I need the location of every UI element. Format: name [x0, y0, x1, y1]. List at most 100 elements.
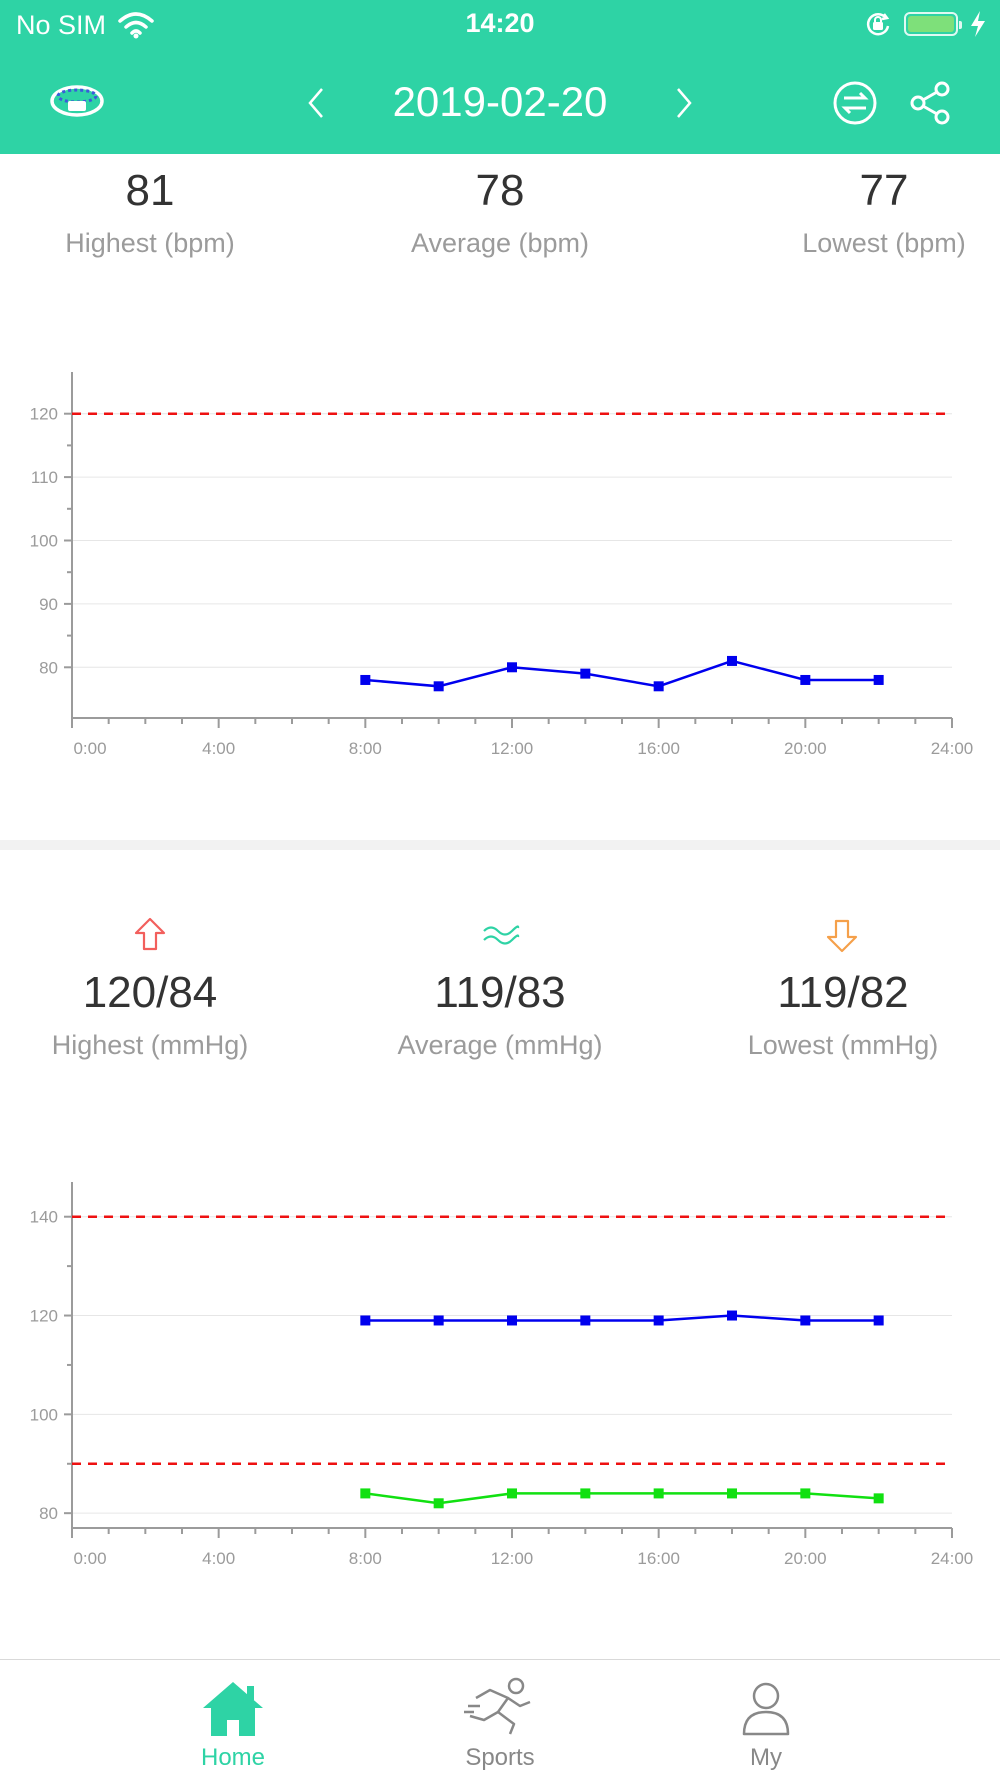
section-divider — [0, 840, 1000, 850]
status-bar-left: No SIM — [16, 8, 154, 42]
band-device-button[interactable] — [46, 76, 108, 126]
tab-home-label: Home — [200, 1744, 266, 1771]
charging-bolt-icon — [971, 11, 985, 37]
hr-x-tick-label: 20:00 — [784, 739, 827, 758]
home-icon — [203, 1682, 263, 1736]
bp-x-tick-label: 20:00 — [784, 1549, 827, 1568]
hr-data-point — [580, 668, 591, 679]
hr-average-value: 78 — [475, 166, 525, 215]
hr-x-tick-label: 0:00 — [73, 739, 106, 758]
status-bar-right — [852, 10, 986, 38]
bp-data-point — [727, 1310, 737, 1321]
bp-x-tick-label: 8:00 — [349, 1549, 382, 1568]
bp-data-point — [727, 1488, 737, 1499]
bp-data-point — [433, 1315, 444, 1326]
status-time: 14:20 — [465, 8, 535, 38]
bp-x-tick-label: 0:00 — [73, 1549, 106, 1568]
bp-data-point — [580, 1315, 591, 1326]
bp-data-point — [653, 1488, 664, 1499]
wifi-icon — [118, 12, 154, 39]
tab-my[interactable]: My — [666, 1660, 866, 1779]
arrow-up-icon — [134, 917, 166, 951]
hr-y-tick-label: 110 — [31, 468, 58, 487]
hr-x-tick-label: 12:00 — [491, 739, 534, 758]
hr-highest-value: 81 — [125, 166, 175, 215]
selected-date[interactable]: 2019-02-20 — [392, 78, 608, 125]
battery-icon — [904, 12, 962, 36]
chevron-right-icon — [677, 88, 692, 118]
hr-x-tick-label: 4:00 — [202, 739, 235, 758]
bp-data-point — [800, 1488, 811, 1499]
bottom-tab-bar: Home Sports My — [0, 1659, 1000, 1779]
bp-data-point — [507, 1488, 517, 1499]
hr-average-label: Average (bpm) — [410, 228, 590, 258]
hr-average-stat: 78 Average (bpm) — [350, 166, 650, 259]
person-icon — [742, 1682, 790, 1736]
bp-average-value: 119/83 — [434, 968, 566, 1017]
bp-lowest-label: Lowest (mmHg) — [747, 1030, 939, 1060]
hr-data-point — [873, 674, 884, 685]
hr-data-point — [360, 674, 371, 685]
hr-lowest-stat: 77 Lowest (bpm) — [734, 166, 1000, 259]
previous-date-button[interactable] — [296, 78, 336, 128]
rotation-lock-icon — [866, 13, 890, 36]
chevron-left-icon — [308, 88, 323, 118]
bp-x-tick-label: 16:00 — [637, 1549, 680, 1568]
tab-sports-label: Sports — [465, 1744, 535, 1771]
switch-view-button[interactable] — [830, 78, 880, 128]
hr-y-tick-label: 90 — [39, 595, 58, 614]
arrow-down-icon — [826, 919, 858, 953]
hr-data-point — [727, 655, 737, 666]
bp-y-tick-label: 120 — [30, 1307, 58, 1326]
tab-sports[interactable]: Sports — [400, 1660, 600, 1779]
swap-arrows-icon — [833, 81, 877, 125]
hr-data-point — [800, 674, 811, 685]
bp-data-point — [507, 1315, 517, 1326]
date-navigation: 2019-02-20 — [0, 68, 1000, 138]
bp-data-point — [580, 1488, 591, 1499]
bp-lowest-value: 119/82 — [777, 968, 909, 1017]
heart-rate-chart: 80 90 100 110 120 0:00 4:00 8:00 12:00 16:00 20:00… — [30, 372, 974, 758]
bp-data-point — [653, 1315, 664, 1326]
bp-data-point — [873, 1315, 884, 1326]
bp-data-point — [873, 1493, 884, 1504]
bp-series-line — [365, 1314, 879, 1322]
tab-home[interactable]: Home — [133, 1660, 333, 1779]
header-bar: No SIM 14:20 — [0, 0, 1000, 154]
bp-data-point — [360, 1488, 371, 1499]
share-button[interactable] — [906, 78, 956, 128]
share-icon — [910, 81, 950, 125]
hr-y-tick-label: 120 — [30, 405, 58, 424]
bp-average-label: Average (mmHg) — [397, 1030, 603, 1060]
running-icon — [464, 1677, 531, 1735]
bp-highest-value: 120/84 — [82, 968, 218, 1017]
bp-highest-label: Highest (mmHg) — [51, 1030, 249, 1060]
bp-x-tick-label: 12:00 — [491, 1549, 534, 1568]
bp-y-tick-label: 100 — [30, 1405, 58, 1424]
hr-y-tick-label: 80 — [39, 658, 58, 677]
bp-x-tick-label: 4:00 — [202, 1549, 235, 1568]
hr-data-point — [653, 681, 664, 692]
hr-x-tick-label: 8:00 — [349, 739, 382, 758]
bp-data-point — [360, 1315, 371, 1326]
next-date-button[interactable] — [664, 78, 704, 128]
hr-lowest-value: 77 — [859, 166, 909, 215]
bp-y-tick-label: 140 — [30, 1208, 58, 1227]
hr-data-point — [507, 662, 517, 673]
hr-x-tick-label: 16:00 — [637, 739, 680, 758]
hr-x-tick-label: 24:00 — [931, 739, 974, 758]
hr-highest-stat: 81 Highest (bpm) — [0, 166, 300, 259]
tab-my-label: My — [750, 1744, 782, 1771]
bp-x-tick-label: 24:00 — [931, 1549, 974, 1568]
hr-data-point — [433, 681, 444, 692]
bp-series-line — [365, 1492, 879, 1505]
carrier-label: No SIM — [16, 9, 107, 40]
hr-series-line — [365, 659, 879, 688]
hr-y-tick-label: 100 — [30, 531, 58, 550]
bp-data-point — [433, 1498, 444, 1509]
wave-icon — [483, 925, 520, 945]
hr-lowest-label: Lowest (bpm) — [802, 228, 966, 258]
blood-pressure-chart: 80 100 120 140 0:00 4:00 8:00 12:00 16:00 20:00 24… — [30, 1182, 974, 1568]
wristband-icon — [50, 85, 104, 117]
hr-highest-label: Highest (bpm) — [65, 228, 235, 258]
